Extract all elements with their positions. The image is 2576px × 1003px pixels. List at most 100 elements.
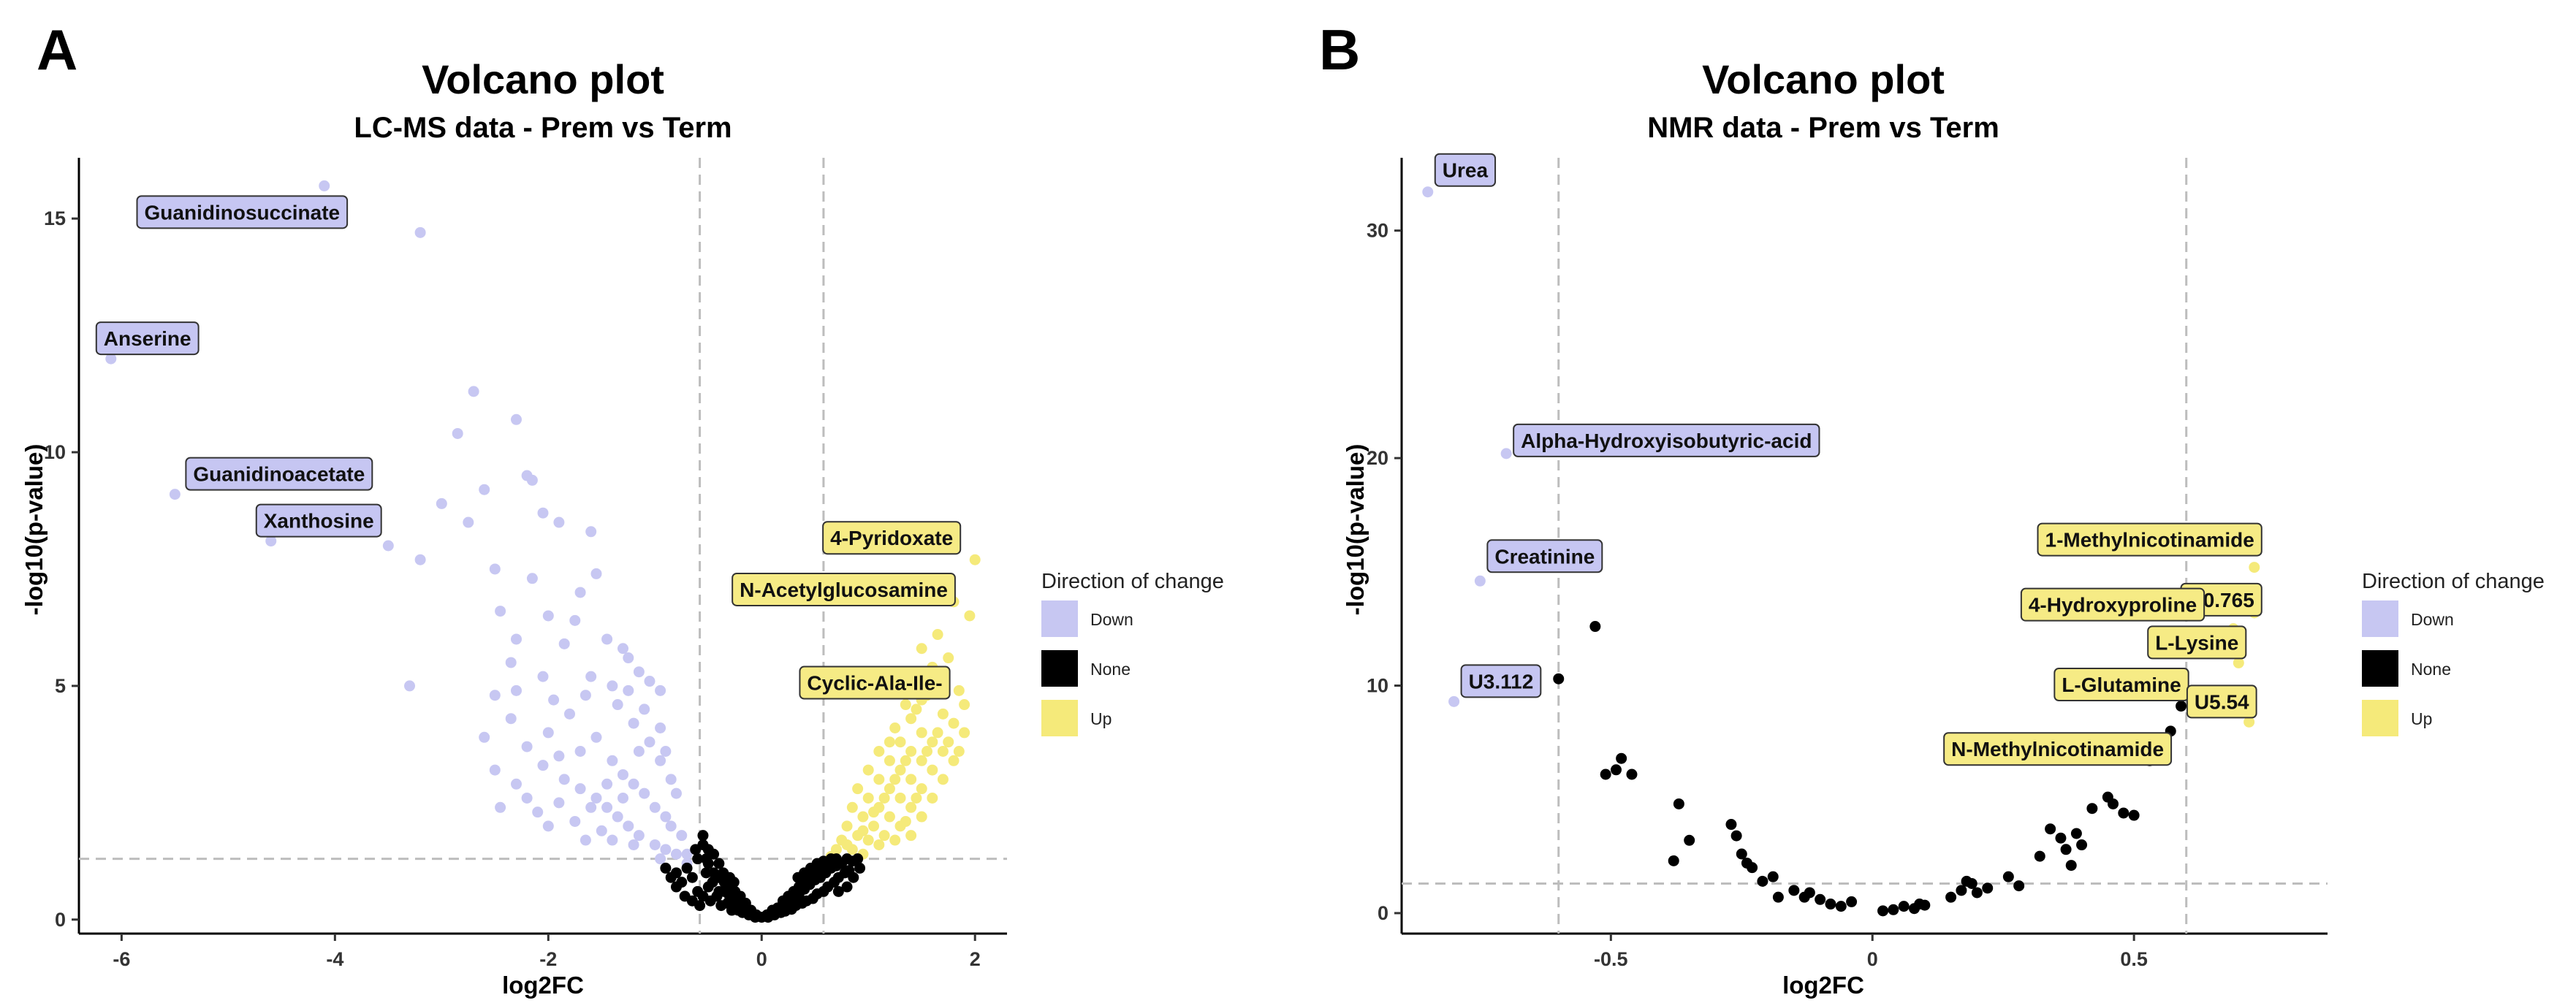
point-label-box: [2020, 587, 2205, 622]
point-label-box: [185, 457, 373, 491]
point-none: [1788, 885, 1800, 896]
point-label-box: [822, 521, 962, 555]
point-none: [1600, 769, 1611, 780]
point-none: [660, 862, 672, 874]
point-down: [590, 568, 602, 579]
point-up: [873, 839, 885, 850]
point-none: [1982, 882, 1994, 894]
point-none: [690, 844, 702, 855]
point-down: [105, 353, 117, 365]
point-label-box: [1513, 423, 1820, 457]
panel-a-subtitle: LC-MS data - Prem vs Term: [354, 112, 732, 144]
y-tick-label: 15: [44, 207, 66, 229]
point-none: [1616, 752, 1627, 764]
point-label-text: Anserine: [104, 327, 191, 350]
point-up: [916, 643, 927, 655]
point-down: [660, 844, 672, 855]
point-down: [489, 563, 501, 575]
point-down: [585, 801, 597, 813]
point-up: [927, 736, 938, 748]
point-down: [495, 801, 506, 813]
point-down: [623, 820, 634, 832]
point-down: [639, 787, 650, 799]
point-up: [932, 727, 943, 739]
point-label: N-Methylnicotinamide: [1943, 732, 2173, 766]
panel-a: A Volcano plot LC-MS data - Prem vs Term…: [20, 18, 1224, 999]
panel-b-title: Volcano plot: [1702, 56, 1945, 102]
point-down: [553, 750, 565, 762]
point-up: [905, 745, 917, 757]
point-down: [319, 180, 330, 191]
point-label-text: Cyclic-Ala-Ile-: [807, 672, 942, 695]
point-up: [916, 811, 927, 823]
point-label: Xanthosine: [255, 503, 382, 538]
point-down: [553, 797, 565, 809]
point-up: [964, 610, 976, 622]
point-up: [905, 801, 917, 813]
point-label-text: Alpha-Hydroxyisobutyric-acid: [1521, 430, 1812, 452]
x-tick-label: -2: [539, 948, 557, 970]
point-down: [601, 633, 613, 645]
legend-title: Direction of change: [2362, 570, 2545, 593]
point-none: [713, 858, 725, 869]
point-down: [601, 778, 613, 790]
point-label: Guanidinosuccinate: [136, 195, 349, 229]
point-down: [633, 745, 645, 757]
point-up: [905, 830, 917, 842]
point-down: [655, 755, 666, 766]
point-label-text: L-Glutamine: [2062, 674, 2181, 696]
point-label-box: [2147, 625, 2247, 660]
point-down: [511, 684, 523, 696]
point-none: [1553, 673, 1565, 684]
point-down: [574, 783, 586, 795]
point-none: [854, 862, 866, 874]
point-down: [468, 386, 479, 397]
point-up: [2243, 716, 2255, 728]
point-up: [862, 834, 874, 846]
x-tick-label: -6: [113, 948, 130, 970]
point-none: [1747, 862, 1758, 874]
point-none: [1757, 875, 1768, 887]
point-up: [894, 736, 906, 748]
point-none: [1668, 855, 1679, 866]
point-none: [681, 862, 693, 874]
point-down: [628, 717, 639, 729]
x-tick-label: 2: [970, 948, 981, 970]
point-up: [927, 764, 938, 776]
point-down: [169, 489, 181, 500]
point-none: [2065, 860, 2077, 872]
point-down: [414, 554, 426, 565]
point-down: [489, 690, 501, 701]
point-label-text: N-Acetylglucosamine: [740, 579, 948, 601]
point-none: [679, 891, 691, 902]
point-down: [649, 801, 661, 813]
point-down: [676, 830, 688, 842]
point-none: [2076, 839, 2088, 851]
point-down: [382, 540, 394, 552]
point-none: [1815, 893, 1826, 905]
point-down: [526, 573, 538, 584]
point-none: [2034, 850, 2045, 862]
point-label-box: [1486, 539, 1603, 573]
point-down: [580, 834, 591, 846]
point-down: [495, 606, 506, 617]
point-down: [511, 633, 523, 645]
point-none: [1898, 901, 1910, 912]
point-down: [489, 764, 501, 776]
point-up: [900, 815, 911, 827]
x-tick-label: -4: [326, 948, 343, 970]
point-down: [452, 427, 463, 439]
point-none: [2055, 832, 2067, 844]
point-down: [521, 741, 533, 752]
point-label-box: [1943, 732, 2173, 766]
panel-b-ticks: -0.5 0 0.5 0 10 20 30: [1367, 220, 2148, 970]
point-up: [927, 792, 938, 804]
point-none: [848, 872, 859, 883]
panel-b-x-axis-label: log2FC: [1782, 972, 1864, 999]
point-down: [617, 769, 628, 780]
point-label: Guanidinoacetate: [185, 457, 373, 491]
panel-a-x-axis-label: log2FC: [502, 972, 584, 999]
point-up: [911, 792, 922, 804]
point-down: [505, 713, 517, 725]
point-none: [1888, 904, 1899, 915]
